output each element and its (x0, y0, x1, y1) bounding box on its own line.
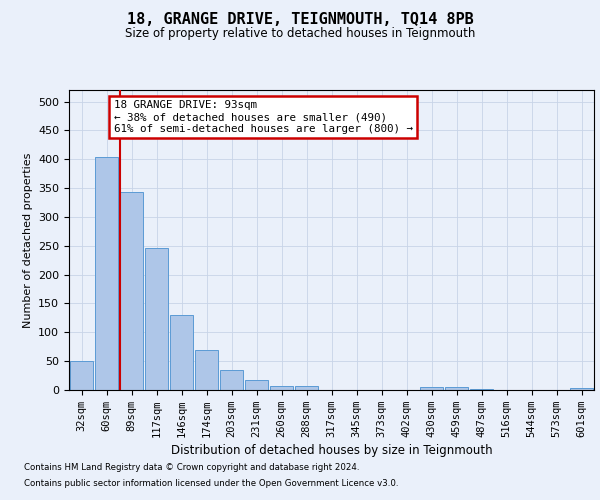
Bar (170, 315, 193, 390)
Text: 18 GRANGE DRIVE: 93sqm
← 38% of detached houses are smaller (490)
61% of semi-de: 18 GRANGE DRIVE: 93sqm ← 38% of detached… (113, 100, 413, 134)
Bar (420, 387, 443, 390)
Bar (95, 158, 118, 390)
Text: 18, GRANGE DRIVE, TEIGNMOUTH, TQ14 8PB: 18, GRANGE DRIVE, TEIGNMOUTH, TQ14 8PB (127, 12, 473, 28)
Bar (245, 380, 268, 390)
Bar (195, 350, 218, 390)
Text: Contains HM Land Registry data © Crown copyright and database right 2024.: Contains HM Land Registry data © Crown c… (24, 464, 359, 472)
Text: Size of property relative to detached houses in Teignmouth: Size of property relative to detached ho… (125, 28, 475, 40)
Text: Contains public sector information licensed under the Open Government Licence v3: Contains public sector information licen… (24, 478, 398, 488)
Y-axis label: Number of detached properties: Number of detached properties (23, 152, 32, 328)
Bar (220, 370, 243, 390)
Bar (470, 389, 493, 390)
Bar (120, 192, 143, 390)
X-axis label: Distribution of detached houses by size in Teignmouth: Distribution of detached houses by size … (170, 444, 493, 457)
Bar (145, 248, 168, 390)
Bar (445, 387, 468, 390)
Bar (295, 386, 318, 390)
Bar (70, 361, 93, 390)
Bar (570, 388, 593, 390)
Bar (270, 386, 293, 390)
